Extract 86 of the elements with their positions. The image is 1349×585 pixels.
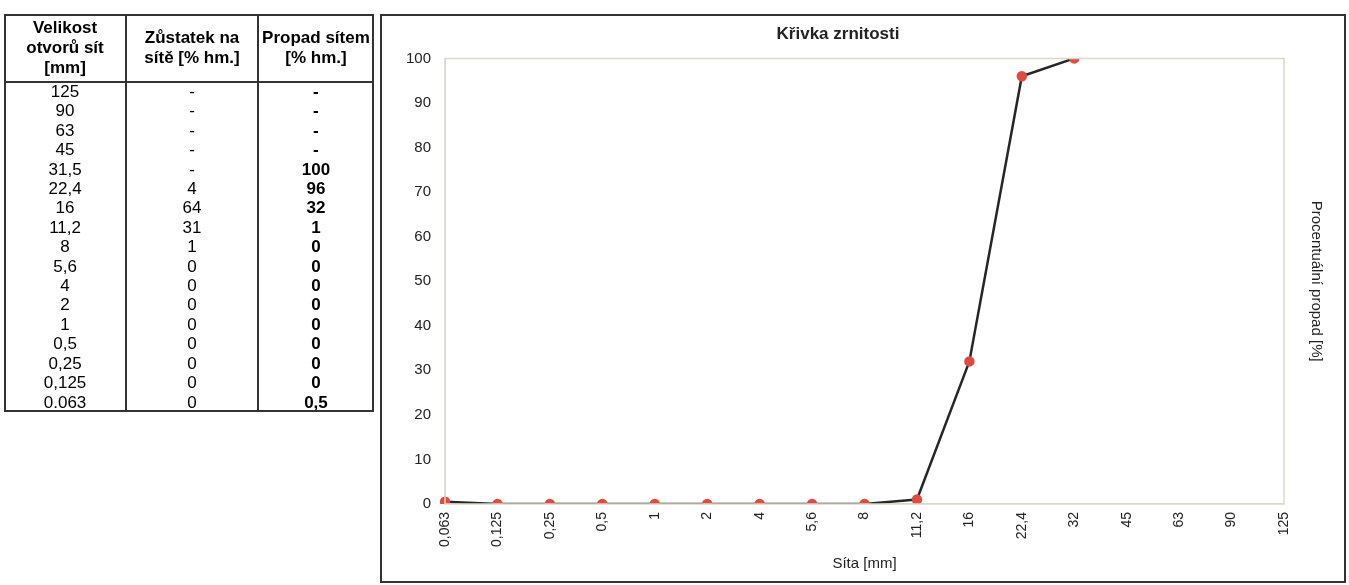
y-tick-label: 100 — [406, 48, 432, 66]
data-label: 0 — [310, 276, 322, 296]
x-tick-label: 0,5 — [593, 511, 610, 532]
y-tick-label: 0,125 — [42, 373, 88, 393]
y-tick-label: 45 — [54, 140, 76, 160]
x-tick-label: 1 — [645, 511, 662, 520]
text: - — [313, 82, 319, 101]
y-tick-label: 60 — [414, 226, 432, 244]
y-tick-label: 8 — [59, 237, 71, 257]
y-tick-label: 5,6 — [52, 256, 78, 277]
x-tick-label: 16 — [960, 511, 977, 528]
y-tick-label: 63 — [54, 120, 76, 141]
y-tick-label: 4 — [59, 276, 71, 296]
data-label: 1 — [186, 237, 198, 257]
x-tick-label: Zůstatek na sítě [% hm.] — [143, 27, 241, 69]
x-tick-label: 45 — [1117, 511, 1134, 528]
data-label: 64 — [181, 198, 203, 218]
text: - — [313, 120, 319, 140]
text: - — [189, 120, 195, 140]
y-tick-label: 0,5 — [52, 334, 78, 354]
data-label: 0 — [186, 314, 198, 335]
x-tick-label: 4 — [750, 511, 767, 520]
text: - — [189, 159, 195, 179]
data-label: 0 — [186, 334, 198, 354]
x-tick-label: 22,4 — [1012, 511, 1029, 540]
data-label: 32 — [305, 198, 327, 218]
data-label: 0 — [310, 353, 322, 374]
x-tick-label: Propad sítem [% hm.] — [261, 27, 371, 69]
x-tick-label: 0,25 — [540, 511, 557, 540]
y-tick-label: 70 — [414, 182, 432, 200]
text: - — [189, 101, 195, 121]
x-tick-label: 90 — [1222, 511, 1239, 528]
chart-title: Křivka zrnitosti — [776, 23, 900, 43]
x-tick-label: 8 — [855, 511, 872, 520]
data-label: 0 — [186, 276, 198, 296]
x-tick-label: 5,6 — [802, 511, 819, 532]
x-tick-label: 0,063 — [435, 511, 452, 548]
x-axis-title: Síta [mm] — [832, 554, 897, 572]
y-tick-label: 80 — [414, 137, 432, 155]
data-label: 96 — [305, 179, 327, 199]
y-tick-label: 1 — [59, 314, 71, 335]
x-tick-label: 0,125 — [488, 511, 505, 548]
y-tick-label: 0 — [422, 494, 432, 512]
text: - — [189, 140, 195, 160]
data-label: 100 — [300, 159, 332, 180]
y-tick-label: 0.063 — [42, 392, 88, 412]
text: - — [313, 140, 319, 160]
data-label: 0 — [186, 256, 198, 277]
y-tick-label: 11,2 — [48, 217, 82, 238]
data-label: 0 — [310, 373, 322, 393]
text: - — [313, 101, 319, 121]
y-tick-label: 31,5 — [47, 159, 83, 180]
data-label: 0 — [310, 295, 322, 315]
data-label: 0 — [186, 392, 198, 412]
y-axis-title: Velikost otvorů sít [mm] — [25, 17, 105, 79]
data-label: 1 — [310, 217, 322, 238]
y-tick-label: 22,4 — [47, 179, 83, 199]
y-tick-label: 30 — [414, 360, 432, 378]
data-label: 0 — [310, 256, 322, 277]
data-label: 0 — [186, 373, 198, 393]
x-tick-label: 125 — [1274, 511, 1291, 536]
data-label: 0 — [186, 353, 198, 374]
x-tick-label: 32 — [1065, 511, 1082, 528]
data-label: 0,5 — [303, 392, 329, 412]
y-tick-label: 40 — [414, 315, 432, 333]
point — [964, 356, 975, 367]
x-tick-label: 11,2 — [907, 511, 924, 539]
y-tick-label: 2 — [59, 295, 71, 315]
y-tick-label: 10 — [414, 449, 432, 467]
y-tick-label: 50 — [414, 271, 432, 289]
y-tick-label: 125 — [49, 82, 81, 102]
x-tick-label: 63 — [1169, 511, 1186, 528]
x-tick-label: 2 — [698, 511, 715, 520]
text: - — [189, 82, 195, 101]
data-label: 0 — [310, 314, 322, 335]
y-tick-label: 90 — [54, 101, 76, 121]
data-label: 0 — [310, 334, 322, 354]
y-axis-title: Procentuální propad [%] — [1308, 200, 1326, 362]
data-label: 4 — [186, 179, 198, 199]
y-tick-label: 0,25 — [47, 353, 83, 374]
data-label: 0 — [186, 295, 198, 315]
data-label: 31 — [181, 217, 203, 238]
y-tick-label: 20 — [414, 404, 432, 422]
y-tick-label: 16 — [54, 198, 76, 218]
y-tick-label: 90 — [414, 93, 432, 111]
data-label: 0 — [310, 237, 322, 257]
